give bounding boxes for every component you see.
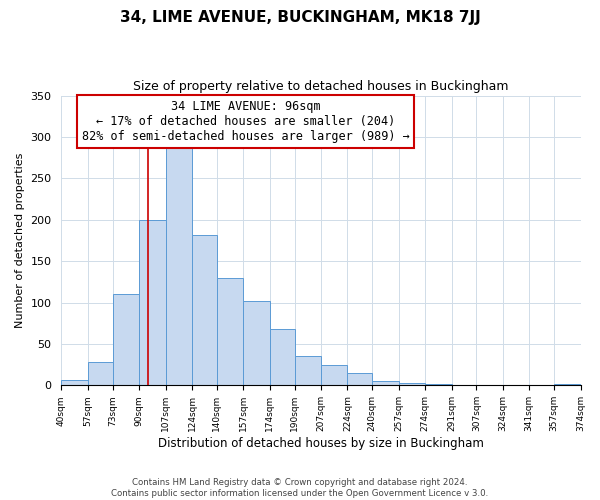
Text: Contains HM Land Registry data © Crown copyright and database right 2024.
Contai: Contains HM Land Registry data © Crown c… [112,478,488,498]
Text: 34, LIME AVENUE, BUCKINGHAM, MK18 7JJ: 34, LIME AVENUE, BUCKINGHAM, MK18 7JJ [119,10,481,25]
Bar [347,373,372,386]
Bar [113,294,139,386]
Bar [139,220,166,386]
Bar [295,356,321,386]
Bar [425,384,452,386]
Bar [554,384,580,386]
Bar [243,301,269,386]
Bar [269,329,295,386]
Bar [452,384,476,386]
Title: Size of property relative to detached houses in Buckingham: Size of property relative to detached ho… [133,80,509,93]
Bar [166,141,192,386]
Bar [398,383,425,386]
Y-axis label: Number of detached properties: Number of detached properties [15,153,25,328]
Bar [88,362,113,386]
Bar [372,381,398,386]
Bar [217,278,243,386]
Text: 34 LIME AVENUE: 96sqm
← 17% of detached houses are smaller (204)
82% of semi-det: 34 LIME AVENUE: 96sqm ← 17% of detached … [82,100,410,143]
Bar [61,380,88,386]
Bar [503,384,529,386]
Bar [192,236,217,386]
X-axis label: Distribution of detached houses by size in Buckingham: Distribution of detached houses by size … [158,437,484,450]
Bar [321,364,347,386]
